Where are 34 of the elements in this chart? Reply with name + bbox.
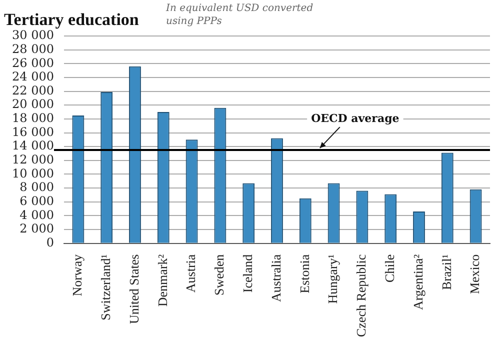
y-tick-label: 30 000 <box>12 28 54 42</box>
ref-line-label: OECD average <box>311 112 400 125</box>
y-tick-label: 28 000 <box>12 42 54 56</box>
y-tick-label: 26 000 <box>12 56 54 70</box>
y-tick-label: 18 000 <box>12 111 54 126</box>
x-tick-label: Iceland <box>240 254 256 293</box>
y-tick-label: 12 000 <box>12 152 54 167</box>
y-tick-label: 0 <box>46 235 54 250</box>
y-tick-label: 14 000 <box>12 138 54 153</box>
x-tick-label: Chile <box>382 254 398 283</box>
x-tick-label: Brazil¹ <box>438 254 454 290</box>
x-tick-label: Czech Republic <box>354 254 369 338</box>
chart-subtitle: In equivalent USD converted using PPPs <box>166 2 314 28</box>
x-tick-label: Sweden <box>212 254 227 296</box>
y-tick-label: 22 000 <box>12 83 54 98</box>
x-tick-label: Estonia <box>296 254 312 294</box>
y-tick-label: 2 000 <box>20 222 54 236</box>
y-tick-label: 10 000 <box>12 166 54 180</box>
x-tick-label: Argentina² <box>410 254 426 310</box>
x-tick-label: Norway <box>70 254 85 296</box>
x-tick-label: United States <box>126 254 142 324</box>
y-tick-label: 24 000 <box>12 70 54 84</box>
y-tick-label: 6 000 <box>20 194 54 208</box>
x-tick-label: Denmark² <box>154 254 170 307</box>
y-tick-label: 8 000 <box>20 180 54 194</box>
x-tick-label: Australia <box>268 254 284 302</box>
chart-title: Tertiary education <box>4 10 139 30</box>
y-tick-label: 20 000 <box>12 97 54 112</box>
y-tick-label: 16 000 <box>12 124 54 139</box>
y-tick-label: 4 000 <box>20 208 54 222</box>
x-tick-label: Hungary¹ <box>325 254 340 304</box>
x-tick-label: Switzerland¹ <box>98 254 114 320</box>
x-tick-label: Austria <box>183 254 198 293</box>
x-tick-label: Mexico <box>467 254 482 294</box>
